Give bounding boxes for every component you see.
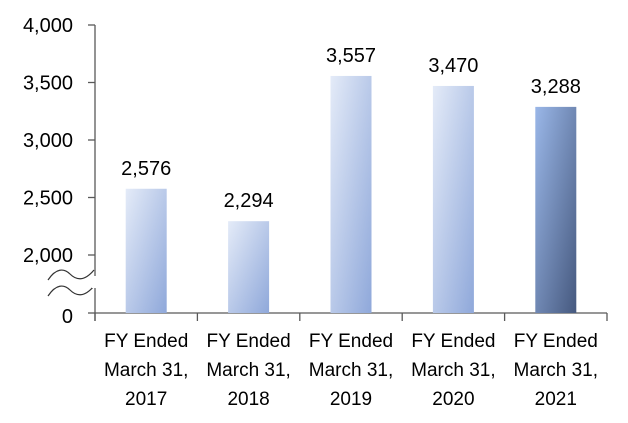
- category-label-line: March 31,: [104, 360, 188, 381]
- axes: 4,000 3,500 3,000 2,500 2,000 0: [23, 15, 608, 328]
- category-label: FY Ended March 31, 2018: [206, 331, 290, 410]
- y-tick-label: 2,000: [23, 245, 73, 267]
- data-label: 2,294: [224, 190, 274, 212]
- category-label-line: March 31,: [514, 360, 598, 381]
- axis-break-mark: [47, 285, 95, 297]
- y-tick-label-zero: 0: [62, 306, 73, 328]
- category-label-line: 2019: [330, 389, 372, 410]
- category-label: FY Ended March 31, 2019: [309, 331, 393, 410]
- y-tick-label: 2,500: [23, 188, 73, 210]
- category-label-line: FY Ended: [207, 331, 291, 352]
- bar: [535, 106, 577, 313]
- bar: [330, 75, 372, 313]
- data-label: 3,557: [326, 45, 376, 67]
- category-label-line: FY Ended: [411, 331, 495, 352]
- labels: 2,576 FY Ended March 31, 2017 2,294 FY Ended M…: [104, 45, 598, 410]
- data-label: 3,288: [531, 76, 581, 98]
- data-label: 2,576: [121, 158, 171, 180]
- axis-break-gap: [92, 276, 98, 288]
- category-label-line: 2017: [125, 389, 167, 410]
- bar: [125, 188, 167, 313]
- y-tick-label: 4,000: [23, 15, 73, 37]
- category-label-line: March 31,: [411, 360, 495, 381]
- category-label-line: FY Ended: [514, 331, 598, 352]
- bar: [228, 221, 270, 313]
- category-label: FY Ended March 31, 2021: [514, 331, 598, 410]
- category-label-line: 2020: [432, 389, 474, 410]
- category-label-line: 2021: [535, 389, 577, 410]
- category-label-line: March 31,: [309, 360, 393, 381]
- bar: [432, 85, 474, 313]
- category-label: FY Ended March 31, 2020: [411, 331, 495, 410]
- category-label: FY Ended March 31, 2017: [104, 331, 188, 410]
- bars: [125, 75, 577, 313]
- y-tick-label: 3,500: [23, 73, 73, 95]
- category-label-line: March 31,: [206, 360, 290, 381]
- category-label-line: 2018: [227, 389, 269, 410]
- y-tick-label: 3,000: [23, 130, 73, 152]
- axis-break-mark: [47, 269, 95, 281]
- category-label-line: FY Ended: [309, 331, 393, 352]
- data-label: 3,470: [428, 55, 478, 77]
- category-label-line: FY Ended: [104, 331, 188, 352]
